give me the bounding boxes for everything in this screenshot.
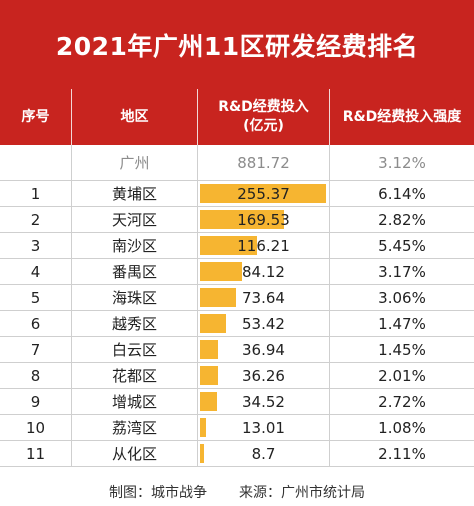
investment-cell: 34.52 bbox=[198, 389, 330, 414]
investment-cell: 36.26 bbox=[198, 363, 330, 388]
investment-bar bbox=[200, 236, 258, 255]
table-row: 9 增城区 34.52 2.72% bbox=[0, 389, 474, 415]
table-row-total: 广州 881.72 3.12% bbox=[0, 145, 474, 181]
district-cell: 黄埔区 bbox=[72, 181, 198, 206]
intensity-cell: 2.01% bbox=[378, 366, 426, 385]
investment-value: 73.64 bbox=[242, 288, 285, 307]
header-district: 地区 bbox=[72, 89, 198, 145]
investment-bar bbox=[200, 262, 242, 281]
intensity-cell: 1.45% bbox=[378, 340, 426, 359]
district-cell: 越秀区 bbox=[72, 311, 198, 336]
district-cell: 从化区 bbox=[72, 441, 198, 466]
investment-bar bbox=[200, 184, 326, 203]
table-row: 2 天河区 169.53 2.82% bbox=[0, 207, 474, 233]
intensity-cell: 2.72% bbox=[378, 392, 426, 411]
investment-bar bbox=[200, 288, 237, 307]
table-row: 4 番禺区 84.12 3.17% bbox=[0, 259, 474, 285]
rank-cell: 9 bbox=[0, 389, 72, 414]
page-title: 2021年广州11区研发经费排名 bbox=[0, 0, 474, 89]
investment-value: 53.42 bbox=[242, 314, 285, 333]
investment-value: 84.12 bbox=[242, 262, 285, 281]
investment-value: 36.26 bbox=[242, 366, 285, 385]
investment-bar bbox=[200, 340, 219, 359]
investment-bar bbox=[200, 418, 207, 437]
rank-cell: 8 bbox=[0, 363, 72, 388]
investment-cell: 73.64 bbox=[198, 285, 330, 310]
intensity-cell: 1.08% bbox=[378, 418, 426, 437]
total-investment-cell: 881.72 bbox=[198, 145, 330, 180]
rank-cell: 5 bbox=[0, 285, 72, 310]
investment-bar bbox=[200, 366, 218, 385]
intensity-cell: 5.45% bbox=[378, 236, 426, 255]
table-row: 3 南沙区 116.21 5.45% bbox=[0, 233, 474, 259]
district-cell: 番禺区 bbox=[72, 259, 198, 284]
district-cell: 天河区 bbox=[72, 207, 198, 232]
footer-maker: 制图：城市战争 bbox=[109, 485, 207, 501]
table-header: 序号 地区 R&D经费投入 (亿元) R&D经费投入强度 bbox=[0, 89, 474, 145]
investment-cell: 84.12 bbox=[198, 259, 330, 284]
district-cell: 白云区 bbox=[72, 337, 198, 362]
footer-source: 来源：广州市统计局 bbox=[239, 485, 365, 501]
intensity-cell: 2.82% bbox=[378, 210, 426, 229]
table-body: 广州 881.72 3.12% 1 黄埔区 255.37 6.14% 2 天河区 169.5… bbox=[0, 145, 474, 467]
district-cell: 南沙区 bbox=[72, 233, 198, 258]
investment-value: 13.01 bbox=[242, 418, 285, 437]
district-cell: 花都区 bbox=[72, 363, 198, 388]
intensity-cell: 2.11% bbox=[378, 444, 426, 463]
investment-value: 36.94 bbox=[242, 340, 285, 359]
header-investment-label: R&D经费投入 bbox=[218, 99, 309, 115]
intensity-cell: 3.06% bbox=[378, 288, 426, 307]
header-rank: 序号 bbox=[0, 89, 72, 145]
intensity-cell: 6.14% bbox=[378, 184, 426, 203]
investment-bar bbox=[200, 392, 218, 411]
investment-bar bbox=[200, 210, 284, 229]
rank-cell: 7 bbox=[0, 337, 72, 362]
intensity-cell: 1.47% bbox=[378, 314, 426, 333]
total-district-cell: 广州 bbox=[72, 145, 198, 180]
district-cell: 海珠区 bbox=[72, 285, 198, 310]
rank-cell: 1 bbox=[0, 181, 72, 206]
investment-cell: 53.42 bbox=[198, 311, 330, 336]
rank-cell: 2 bbox=[0, 207, 72, 232]
table-row: 6 越秀区 53.42 1.47% bbox=[0, 311, 474, 337]
footer: 制图：城市战争 来源：广州市统计局 bbox=[0, 478, 474, 506]
table-row: 11 从化区 8.7 2.11% bbox=[0, 441, 474, 467]
investment-value: 34.52 bbox=[242, 392, 285, 411]
investment-value: 255.37 bbox=[237, 184, 290, 203]
investment-cell: 116.21 bbox=[198, 233, 330, 258]
investment-cell: 169.53 bbox=[198, 207, 330, 232]
rank-cell: 4 bbox=[0, 259, 72, 284]
intensity-cell: 3.17% bbox=[378, 262, 426, 281]
investment-cell: 8.7 bbox=[198, 441, 330, 466]
table-row: 7 白云区 36.94 1.45% bbox=[0, 337, 474, 363]
header-intensity: R&D经费投入强度 bbox=[342, 108, 462, 125]
table-row: 10 荔湾区 13.01 1.08% bbox=[0, 415, 474, 441]
investment-value: 116.21 bbox=[237, 236, 290, 255]
district-cell: 增城区 bbox=[72, 389, 198, 414]
investment-value: 169.53 bbox=[237, 210, 290, 229]
investment-bar bbox=[200, 314, 227, 333]
rank-cell: 6 bbox=[0, 311, 72, 336]
rank-cell: 3 bbox=[0, 233, 72, 258]
investment-value: 8.7 bbox=[251, 444, 276, 463]
investment-bar bbox=[200, 444, 205, 463]
total-rank-cell bbox=[0, 145, 72, 180]
investment-cell: 36.94 bbox=[198, 337, 330, 362]
rank-cell: 10 bbox=[0, 415, 72, 440]
total-intensity-cell: 3.12% bbox=[378, 153, 426, 172]
table-row: 5 海珠区 73.64 3.06% bbox=[0, 285, 474, 311]
district-cell: 荔湾区 bbox=[72, 415, 198, 440]
table-row: 8 花都区 36.26 2.01% bbox=[0, 363, 474, 389]
header-investment: R&D经费投入 (亿元) bbox=[198, 89, 330, 145]
rank-cell: 11 bbox=[0, 441, 72, 466]
investment-cell: 13.01 bbox=[198, 415, 330, 440]
table-row: 1 黄埔区 255.37 6.14% bbox=[0, 181, 474, 207]
header-investment-unit: (亿元) bbox=[243, 118, 284, 134]
investment-cell: 255.37 bbox=[198, 181, 330, 206]
